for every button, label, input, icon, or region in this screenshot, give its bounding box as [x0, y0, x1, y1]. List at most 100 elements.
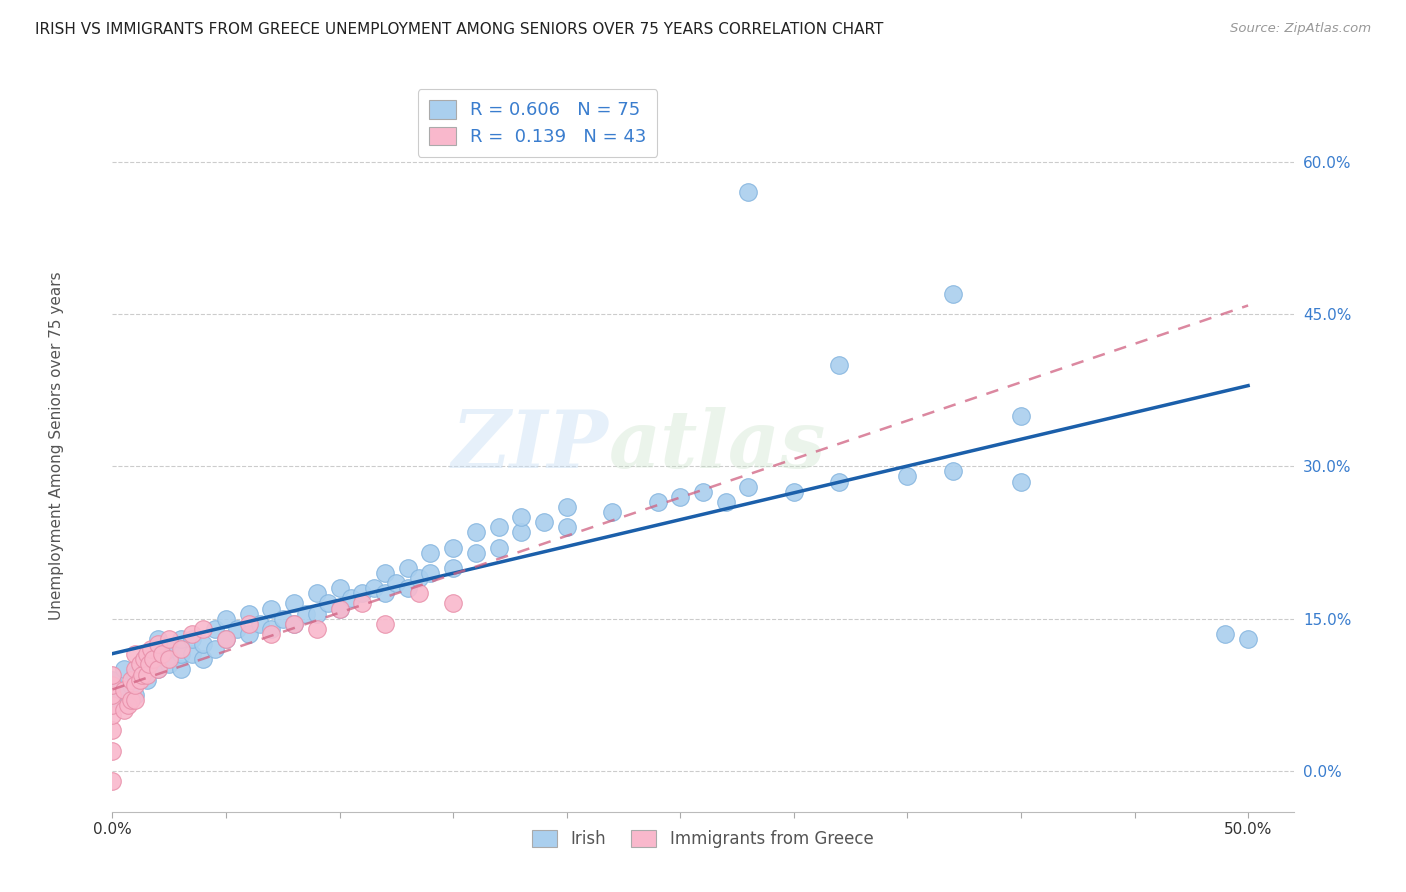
Point	[124, 693, 146, 707]
Point	[215, 612, 238, 626]
Point	[510, 510, 533, 524]
Point	[408, 571, 430, 585]
Point	[101, 678, 124, 692]
Point	[138, 657, 160, 672]
Point	[714, 495, 737, 509]
Point	[128, 673, 150, 687]
Point	[120, 673, 142, 687]
Point	[169, 642, 191, 657]
Point	[555, 520, 578, 534]
Point	[101, 693, 124, 707]
Point	[139, 642, 162, 657]
Point	[340, 591, 363, 606]
Point	[101, 698, 124, 712]
Point	[215, 632, 238, 646]
Point	[117, 698, 139, 712]
Point	[101, 774, 124, 789]
Point	[120, 693, 142, 707]
Point	[555, 500, 578, 514]
Point	[204, 642, 226, 657]
Text: Unemployment Among Seniors over 75 years: Unemployment Among Seniors over 75 years	[49, 272, 63, 620]
Point	[260, 601, 283, 615]
Point	[305, 607, 328, 621]
Point	[169, 632, 191, 646]
Point	[193, 652, 215, 666]
Point	[124, 663, 146, 677]
Point	[112, 663, 135, 677]
Point	[305, 586, 328, 600]
Point	[942, 464, 965, 478]
Point	[363, 581, 385, 595]
Point	[374, 586, 396, 600]
Point	[238, 607, 260, 621]
Point	[135, 667, 157, 681]
Point	[135, 647, 157, 661]
Point	[510, 525, 533, 540]
Point	[146, 637, 169, 651]
Point	[329, 601, 352, 615]
Point	[101, 708, 124, 723]
Point	[193, 622, 215, 636]
Point	[101, 688, 124, 702]
Point	[669, 490, 692, 504]
Point	[226, 622, 249, 636]
Point	[374, 616, 396, 631]
Point	[101, 744, 124, 758]
Point	[181, 647, 204, 661]
Point	[488, 520, 510, 534]
Point	[647, 495, 669, 509]
Point	[441, 541, 464, 555]
Point	[329, 601, 352, 615]
Point	[134, 652, 156, 666]
Point	[374, 566, 396, 580]
Point	[181, 627, 204, 641]
Point	[124, 647, 146, 661]
Point	[283, 597, 305, 611]
Point	[112, 703, 135, 717]
Point	[385, 576, 408, 591]
Point	[1010, 475, 1032, 489]
Point	[135, 673, 157, 687]
Point	[157, 632, 180, 646]
Point	[419, 566, 441, 580]
Point	[169, 647, 191, 661]
Point	[408, 586, 430, 600]
Point	[112, 682, 135, 697]
Point	[142, 652, 165, 666]
Point	[157, 642, 180, 657]
Point	[238, 616, 260, 631]
Point	[1010, 409, 1032, 423]
Point	[101, 723, 124, 738]
Point	[1237, 632, 1260, 646]
Point	[828, 358, 851, 372]
Point	[131, 667, 153, 681]
Point	[146, 632, 169, 646]
Point	[101, 667, 124, 681]
Point	[124, 667, 146, 681]
Point	[329, 581, 352, 595]
Point	[124, 678, 146, 692]
Legend: Irish, Immigrants from Greece: Irish, Immigrants from Greece	[526, 823, 880, 855]
Point	[1215, 627, 1237, 641]
Point	[464, 546, 486, 560]
Point	[396, 561, 419, 575]
Point	[396, 581, 419, 595]
Point	[283, 616, 305, 631]
Point	[152, 647, 174, 661]
Point	[112, 682, 135, 697]
Point	[169, 663, 191, 677]
Point	[441, 561, 464, 575]
Point	[737, 185, 759, 199]
Point	[146, 647, 169, 661]
Point	[204, 622, 226, 636]
Point	[238, 627, 260, 641]
Point	[464, 525, 486, 540]
Point	[896, 469, 918, 483]
Point	[146, 663, 169, 677]
Point	[157, 652, 180, 666]
Point	[488, 541, 510, 555]
Point	[146, 663, 169, 677]
Point	[157, 657, 180, 672]
Point	[135, 652, 157, 666]
Point	[271, 612, 294, 626]
